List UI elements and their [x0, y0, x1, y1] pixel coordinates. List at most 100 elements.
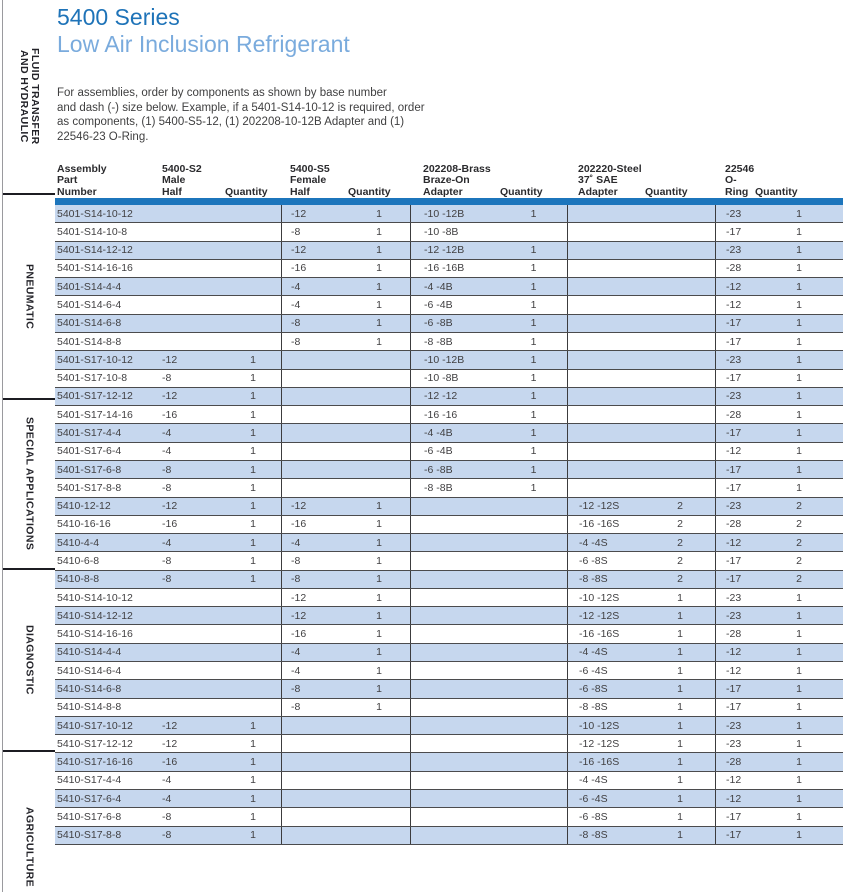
male-half-size: [160, 662, 225, 679]
o-ring-size: -17: [715, 424, 755, 442]
male-half-qty: [225, 260, 281, 277]
brass-adapter-qty: [500, 571, 567, 588]
brass-adapter-size: -6 -8B: [410, 460, 500, 479]
assembly-part-number: 5401-S14-10-8: [57, 225, 128, 238]
assembly-part-number: 5410-S17-16-16: [57, 756, 133, 769]
male-half-size: -8: [162, 481, 172, 494]
table-row: 5410-S17-4-4 -4 1 -4 -4S 1 -12 1: [55, 771, 843, 790]
assembly-part-number: 5401-S14-4-4: [57, 280, 122, 293]
o-ring-qty: 1: [796, 792, 802, 805]
assembly-part-number: 5401-S14-6-4: [57, 299, 122, 312]
table-row: 5401-S17-10-8 -8 1 -10 -8B 1 -17 1: [55, 369, 843, 388]
page-title: 5400 Series: [57, 4, 180, 30]
table-row: 5410-S17-6-8 -8 1 -6 -8S 1 -17 1: [55, 808, 843, 827]
steel-adapter-size: [567, 223, 645, 241]
female-half-size: [281, 790, 348, 808]
o-ring-size: -28: [715, 406, 755, 424]
steel-adapter-qty: [645, 205, 715, 222]
brass-adapter-qty: [500, 662, 567, 679]
assembly-part-number: 5401-S17-6-8: [57, 463, 122, 476]
assembly-part-number: 5401-S17-4-4: [57, 427, 122, 440]
steel-adapter-size: [567, 278, 645, 296]
o-ring-size: -28: [715, 259, 755, 278]
male-half-qty: 1: [250, 573, 256, 586]
o-ring-qty: 1: [796, 299, 802, 312]
female-half-size: [281, 479, 348, 497]
female-half-size: -8: [281, 680, 348, 698]
table-row: 5401-S14-16-16 -16 1 -16 -16B 1 -28 1: [55, 259, 843, 279]
steel-adapter-qty: 1: [677, 792, 683, 805]
o-ring-size: -17: [715, 552, 755, 570]
o-ring-size: -17: [715, 314, 755, 332]
brass-adapter-qty: 1: [530, 207, 537, 220]
male-half-qty: 1: [250, 719, 256, 732]
female-half-qty: 1: [376, 573, 382, 586]
male-half-qty: 1: [250, 408, 256, 421]
steel-adapter-qty: [645, 260, 715, 277]
assembly-part-number: 5410-8-8: [57, 573, 100, 586]
table-row: 5401-S17-14-16 -16 1 -16 -16 1 -28 1: [55, 406, 843, 425]
steel-adapter-size: -16 -16S: [567, 515, 645, 534]
header-male-half-quantity: Quantity: [225, 185, 268, 198]
female-half-qty: [348, 735, 410, 752]
brass-adapter-size: [410, 808, 500, 826]
male-half-size: -8: [162, 372, 172, 385]
table-row: 5410-4-4 -4 1 -4 1 -4 -4S 2 -12 2: [55, 534, 843, 553]
assembly-part-number: 5401-S17-8-8: [57, 481, 122, 494]
table-header-bar: [55, 198, 843, 205]
table-row: 5410-S14-12-12 -12 1 -12 -12S 1 -23 1: [55, 607, 843, 626]
brass-adapter-qty: 1: [530, 390, 537, 403]
male-half-size: [160, 315, 225, 332]
female-half-size: [281, 460, 348, 479]
o-ring-qty: 2: [796, 518, 802, 531]
steel-adapter-size: -6 -8S: [567, 808, 645, 826]
o-ring-qty: 1: [796, 445, 802, 458]
steel-adapter-size: [567, 296, 645, 314]
female-half-qty: 1: [376, 280, 382, 293]
brass-adapter-size: [410, 790, 500, 808]
assembly-part-number: 5401-S14-8-8: [57, 335, 122, 348]
steel-adapter-size: -8 -8S: [567, 826, 645, 844]
table-row: 5410-8-8 -8 1 -8 1 -8 -8S 2 -17 2: [55, 570, 843, 589]
o-ring-size: -23: [715, 607, 755, 625]
brass-adapter-qty: [500, 534, 567, 551]
steel-adapter-qty: [645, 406, 715, 423]
table-row: 5410-S17-6-4 -4 1 -6 -4S 1 -12 1: [55, 790, 843, 809]
steel-adapter-size: -6 -8S: [567, 552, 645, 570]
brass-adapter-qty: 1: [530, 463, 537, 476]
o-ring-size: -23: [715, 205, 755, 223]
brass-adapter-size: -10 -8B: [410, 223, 500, 241]
assembly-part-number: 5410-S14-16-16: [57, 628, 133, 641]
female-half-size: -12: [281, 588, 348, 607]
female-half-qty: 1: [376, 664, 382, 677]
female-half-qty: 1: [376, 500, 382, 513]
steel-adapter-qty: 2: [677, 500, 683, 513]
header-steel-adapter: 202220-Steel 37˚ SAE Adapter: [578, 162, 642, 198]
assembly-part-number: 5410-S14-10-12: [57, 591, 133, 604]
male-half-size: -4: [162, 445, 172, 458]
table-row: 5401-S17-6-8 -8 1 -6 -8B 1 -17 1: [55, 460, 843, 480]
steel-adapter-size: [567, 332, 645, 351]
table-row: 5410-16-16 -16 1 -16 1 -16 -16S 2 -28 2: [55, 515, 843, 535]
o-ring-size: -12: [715, 662, 755, 680]
male-half-size: -16: [162, 408, 178, 421]
steel-adapter-qty: 1: [677, 829, 683, 842]
steel-adapter-qty: [645, 315, 715, 332]
brass-adapter-size: [410, 534, 500, 552]
male-half-size: -8: [162, 829, 172, 842]
female-half-size: -8: [281, 552, 348, 570]
male-half-qty: [225, 223, 281, 240]
o-ring-qty: 1: [796, 353, 802, 366]
male-half-qty: 1: [250, 737, 256, 750]
o-ring-size: -23: [715, 351, 755, 369]
steel-adapter-qty: 2: [677, 536, 683, 549]
o-ring-qty: 1: [796, 664, 802, 677]
brass-adapter-qty: [500, 644, 567, 661]
sidebar-label-pneumatic: PNEUMATIC: [23, 263, 36, 330]
steel-adapter-size: -16 -16S: [567, 753, 645, 771]
o-ring-qty: 1: [796, 719, 802, 732]
male-half-size: -16: [162, 518, 178, 531]
male-half-size: -16: [162, 756, 178, 769]
table-row: 5401-S14-10-8 -8 1 -10 -8B -17 1: [55, 223, 843, 242]
